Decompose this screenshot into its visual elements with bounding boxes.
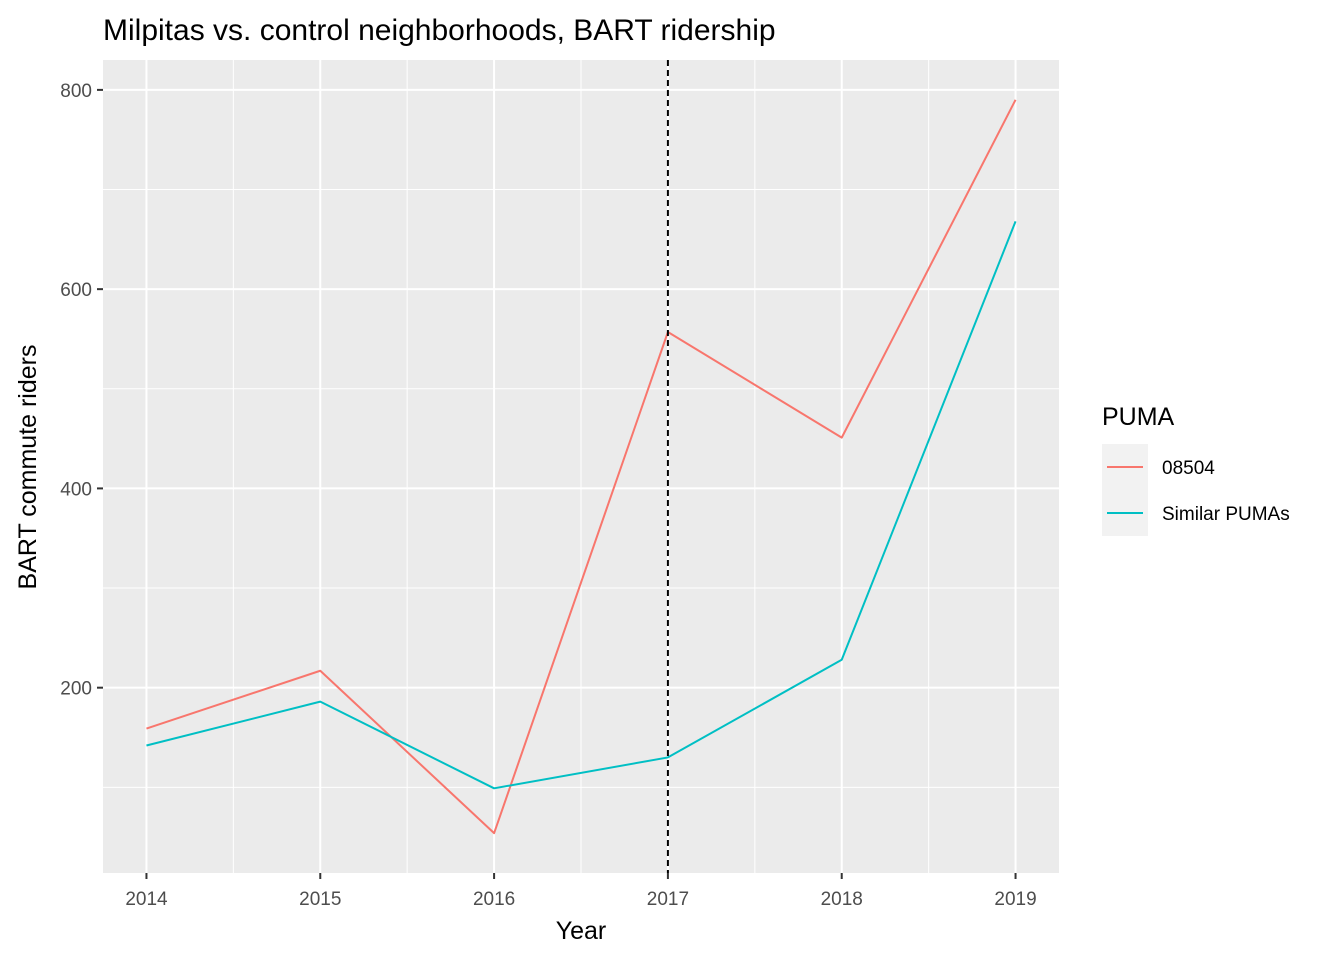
y-axis-title: BART commute riders	[14, 345, 42, 590]
x-axis-ticks: 2014 2015 2016 2017 2018 2019	[125, 873, 1037, 910]
legend-title: PUMA	[1102, 403, 1175, 431]
y-tick-label: 600	[60, 280, 92, 301]
major-gridlines	[103, 60, 1059, 873]
x-tick-label: 2016	[473, 889, 515, 910]
x-tick-label: 2015	[299, 889, 341, 910]
series-lines	[146, 99, 1017, 835]
legend: PUMA 08504 Similar PUMAs	[1102, 403, 1290, 536]
x-tick-label: 2014	[125, 889, 168, 910]
series-line-0	[146, 99, 1017, 835]
y-axis-ticks: 200 400 600 800	[60, 81, 103, 700]
minor-gridlines	[103, 60, 1059, 873]
y-tick-label: 800	[60, 81, 92, 102]
x-axis-title: Year	[556, 917, 607, 945]
legend-label: 08504	[1162, 458, 1215, 479]
x-tick-label: 2018	[821, 889, 863, 910]
y-tick-label: 200	[60, 679, 92, 700]
chart-title: Milpitas vs. control neighborhoods, BART…	[103, 14, 776, 47]
legend-label: Similar PUMAs	[1162, 504, 1290, 525]
y-tick-label: 400	[60, 479, 92, 500]
series-line-1	[146, 221, 1017, 790]
legend-items: 08504 Similar PUMAs	[1102, 444, 1290, 536]
x-tick-label: 2019	[994, 889, 1036, 910]
x-tick-label: 2017	[647, 889, 689, 910]
